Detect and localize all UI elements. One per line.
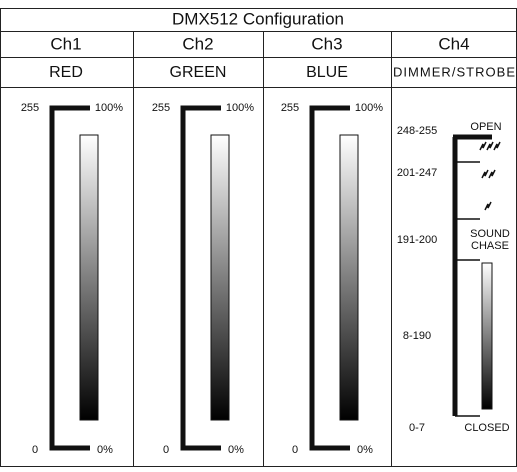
range-label: 248-255 — [397, 125, 437, 137]
ch4-gradient — [481, 262, 493, 410]
channel-label: GREEN — [170, 64, 227, 81]
range-label: 0-7 — [409, 422, 425, 434]
bracket — [309, 105, 350, 451]
bracket — [49, 105, 90, 451]
strobe-icons — [479, 141, 501, 211]
channel-label: RED — [49, 64, 83, 81]
scale-label: 100% — [95, 102, 123, 114]
scale-label: 0% — [357, 444, 373, 456]
ch4-scale — [452, 134, 492, 417]
channel-name: Ch2 — [182, 34, 213, 53]
bracket — [180, 105, 221, 451]
scale-label: 0 — [163, 444, 169, 456]
scale-label: 0% — [228, 444, 244, 456]
range-label: 191-200 — [397, 234, 437, 246]
scale-label: 255 — [21, 102, 39, 114]
function-label: CLOSED — [464, 422, 509, 434]
scale-label: 255 — [281, 102, 299, 114]
scale-label: 0 — [292, 444, 298, 456]
scale-label: 0 — [32, 444, 38, 456]
range-label: 201-247 — [397, 167, 437, 179]
range-label: 8-190 — [403, 330, 431, 342]
scale-label: 100% — [355, 102, 383, 114]
channel-name: Ch4 — [438, 34, 469, 53]
title: DMX512 Configuration — [172, 9, 344, 28]
scale-label: 255 — [152, 102, 170, 114]
gradient-bar — [210, 134, 230, 421]
scale-label: 0% — [97, 444, 113, 456]
channel-name: Ch1 — [50, 34, 81, 53]
scale-label: 100% — [226, 102, 254, 114]
channel-label: BLUE — [306, 64, 348, 81]
function-label: OPEN — [470, 121, 501, 133]
function-label: CHASE — [471, 240, 509, 252]
gradient-bar — [79, 134, 99, 421]
channel-name: Ch3 — [311, 34, 342, 53]
function-label: SOUND — [470, 228, 510, 240]
gradient-bar — [339, 134, 359, 421]
channel-label: DIMMER/STROBE — [393, 64, 515, 79]
